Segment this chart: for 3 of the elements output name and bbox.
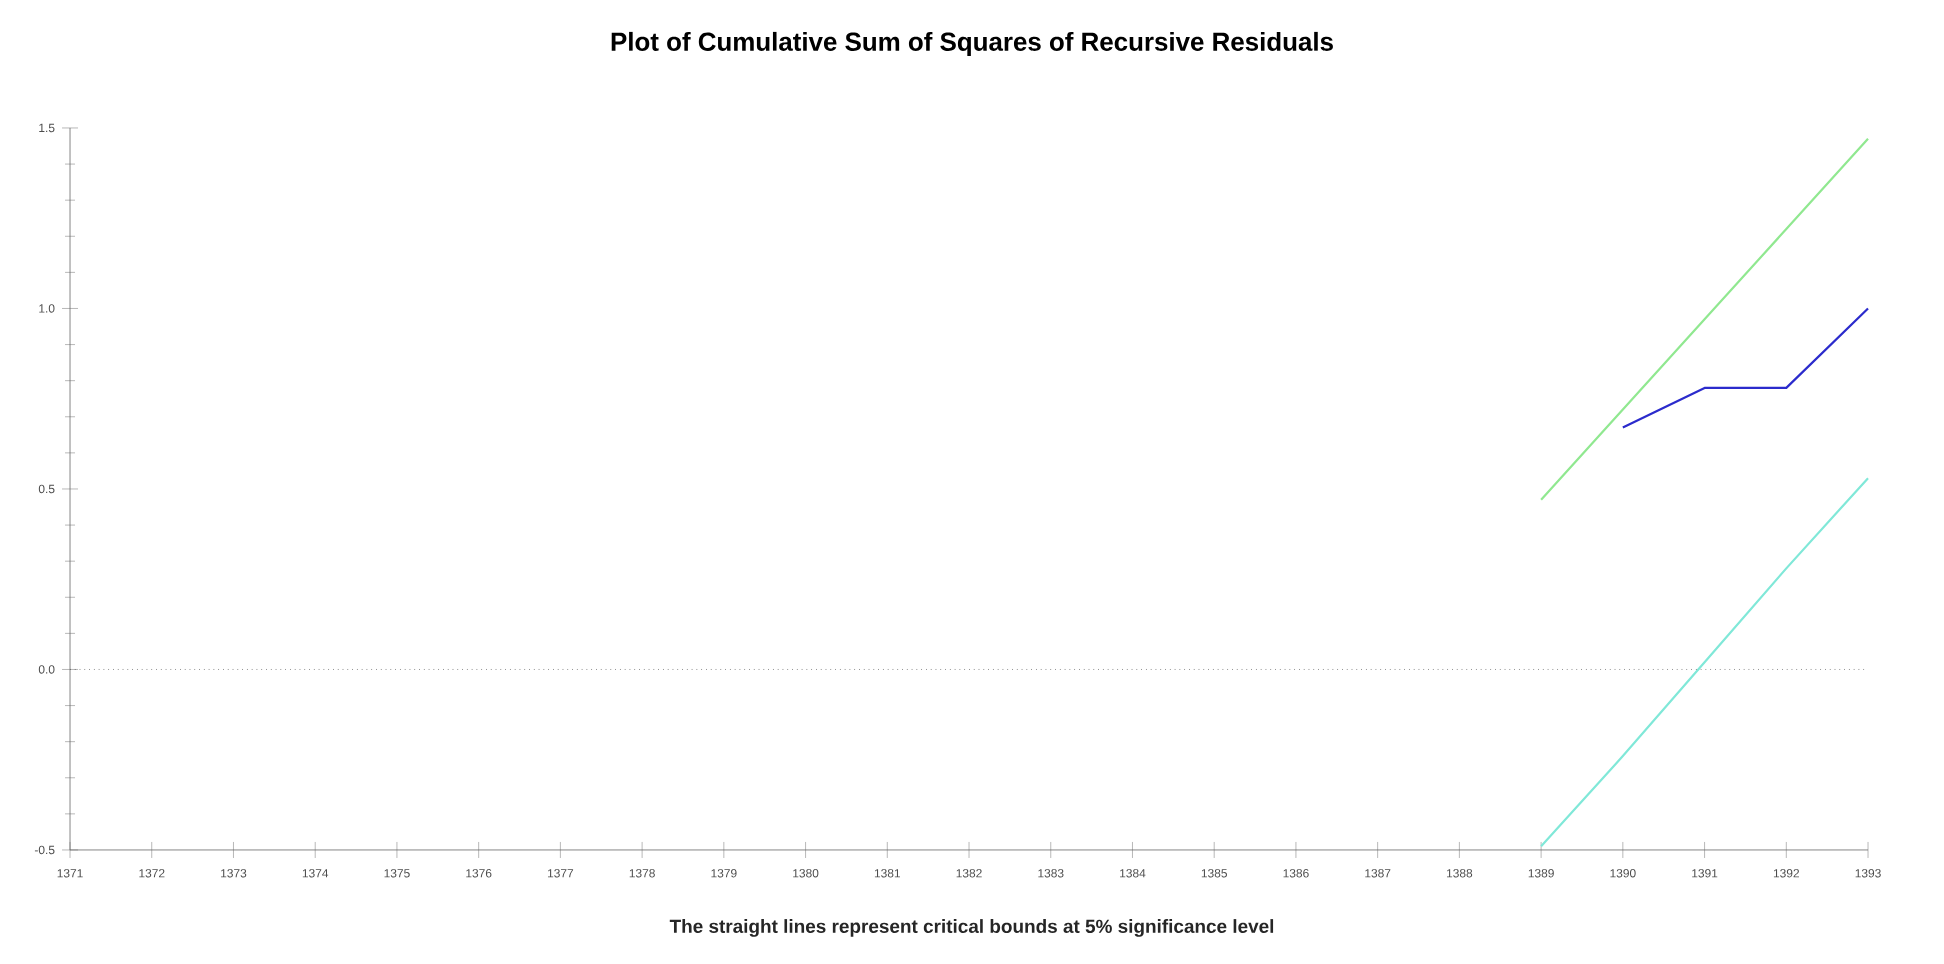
text: The straight lines represent critical bounds at 5% significance level (669, 919, 1274, 937)
line-series (1540, 477, 1870, 848)
chart-title: Plot of Cumulative Sum of Squares of Recursive Residuals (611, 31, 1333, 57)
